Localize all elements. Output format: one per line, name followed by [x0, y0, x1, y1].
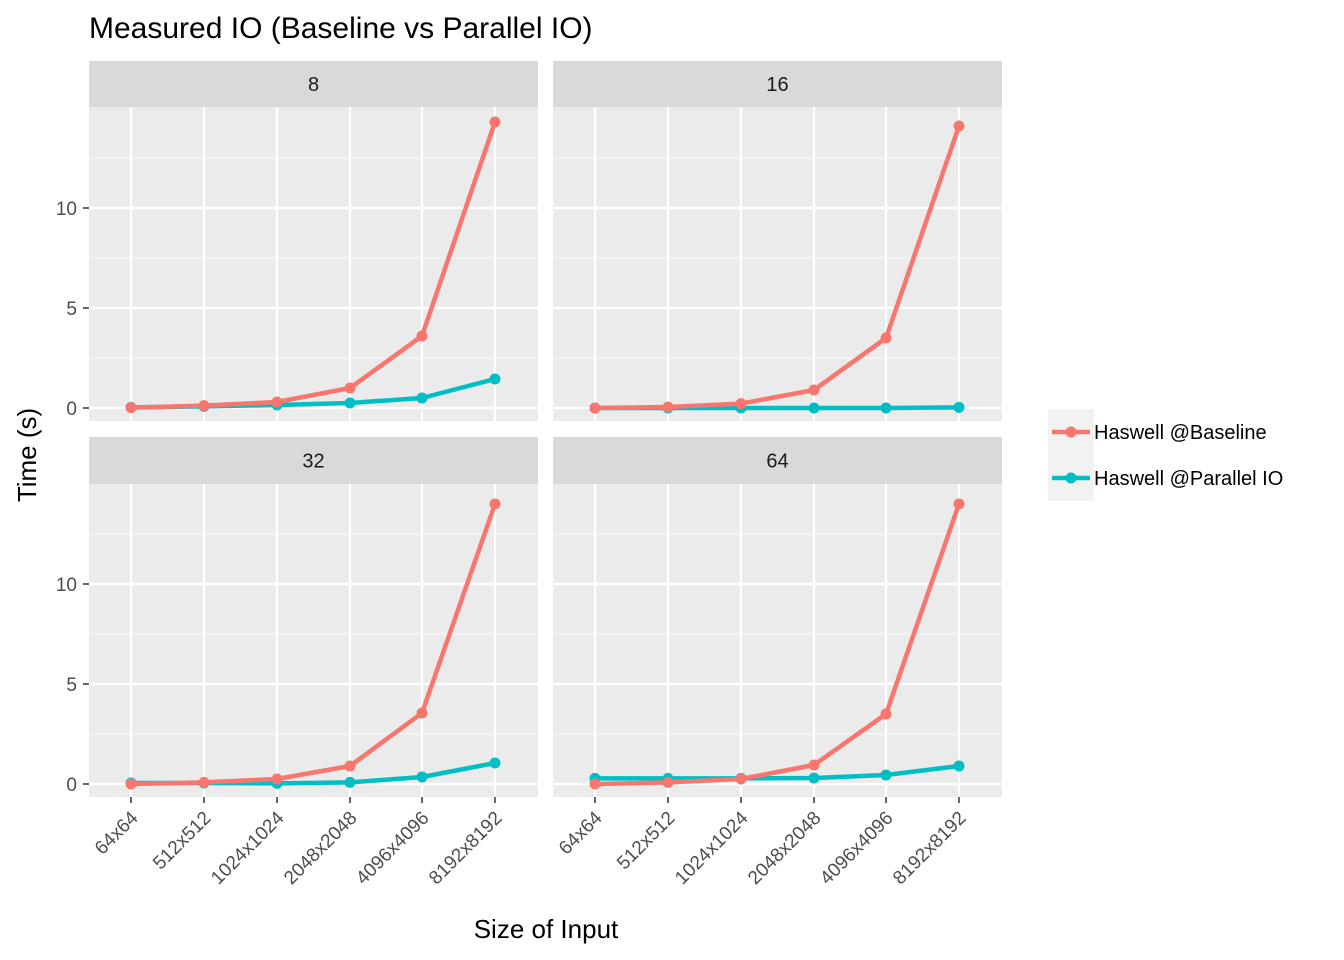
legend-label: Haswell @Parallel IO	[1094, 468, 1283, 490]
series-line-baseline	[592, 123, 962, 411]
data-point-baseline	[416, 330, 428, 342]
data-point-baseline	[662, 776, 674, 788]
data-point-baseline	[125, 402, 137, 414]
data-point-parallel-io	[808, 402, 820, 414]
data-point-baseline	[808, 384, 820, 396]
series-line-parallel-io	[592, 763, 962, 781]
data-point-baseline	[344, 760, 356, 772]
panel-background	[89, 107, 538, 421]
panel-background	[553, 484, 1002, 797]
facet-strip-label: 64	[766, 451, 788, 473]
chart-title: Measured IO (Baseline vs Parallel IO)	[89, 12, 593, 45]
legend-item-parallel-io: Haswell @Parallel IO	[1048, 455, 1283, 501]
data-point-baseline	[880, 708, 892, 720]
data-point-parallel-io	[953, 760, 965, 772]
data-point-baseline	[271, 773, 283, 785]
y-tick-label: 0	[66, 399, 77, 420]
series-line-baseline	[592, 501, 962, 787]
legend-item-baseline: Haswell @Baseline	[1048, 409, 1267, 455]
y-tick-label: 5	[66, 675, 77, 696]
y-tick-label: 5	[66, 299, 77, 320]
data-point-parallel-io	[344, 776, 356, 788]
y-tick-label: 0	[66, 775, 77, 796]
y-tick-label: 10	[56, 575, 77, 596]
data-point-parallel-io	[808, 772, 820, 784]
legend: Haswell @Baseline Haswell @Parallel IO	[1048, 409, 1283, 501]
facet-strip-label: 8	[308, 74, 319, 96]
data-point-baseline	[735, 773, 747, 785]
facet-strip	[89, 437, 538, 484]
data-point-parallel-io	[489, 373, 501, 385]
data-point-baseline	[198, 776, 210, 788]
data-point-baseline	[344, 382, 356, 394]
data-point-baseline	[735, 398, 747, 410]
data-point-baseline	[198, 400, 210, 412]
legend-label: Haswell @Baseline	[1094, 422, 1267, 444]
data-point-baseline	[271, 396, 283, 408]
panel-background	[553, 107, 1002, 421]
data-point-baseline	[489, 116, 501, 128]
data-point-baseline	[953, 120, 965, 132]
legend-key-point	[1065, 426, 1077, 438]
series-line-baseline	[128, 119, 498, 410]
data-point-baseline	[808, 759, 820, 771]
panel-background	[89, 484, 538, 797]
series-line-baseline	[128, 501, 498, 787]
facet-strip	[553, 61, 1002, 107]
facet-strip-label: 16	[766, 74, 788, 96]
data-point-baseline	[589, 778, 601, 790]
data-point-baseline	[880, 332, 892, 344]
y-tick-label: 10	[56, 199, 77, 220]
data-point-baseline	[489, 498, 501, 510]
data-point-parallel-io	[416, 392, 428, 404]
data-point-parallel-io	[880, 769, 892, 781]
data-point-parallel-io	[953, 401, 965, 413]
data-point-baseline	[662, 401, 674, 413]
data-point-baseline	[589, 402, 601, 414]
facet-strip	[553, 437, 1002, 484]
data-point-baseline	[416, 707, 428, 719]
data-point-parallel-io	[489, 757, 501, 769]
data-point-baseline	[125, 778, 137, 790]
facet-strip-label: 32	[302, 451, 324, 473]
facet-panel-16: 16	[553, 61, 1002, 421]
data-point-parallel-io	[344, 397, 356, 409]
y-axis-label: Time (s)	[12, 408, 42, 502]
data-point-parallel-io	[416, 771, 428, 783]
legend-key-point	[1065, 472, 1077, 484]
x-axis-label: Size of Input	[474, 914, 619, 944]
facet-strip	[89, 61, 538, 107]
data-point-baseline	[953, 498, 965, 510]
data-point-parallel-io	[880, 402, 892, 414]
facet-panel-8: 8 0 5 10	[56, 61, 538, 421]
